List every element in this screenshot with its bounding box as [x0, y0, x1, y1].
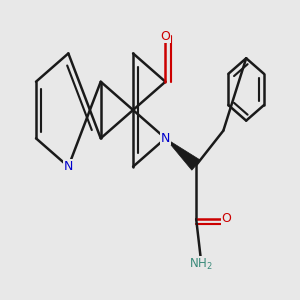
Polygon shape	[165, 138, 200, 170]
Text: NH$_2$: NH$_2$	[190, 256, 213, 272]
Text: O: O	[160, 29, 170, 43]
Text: N: N	[64, 160, 73, 173]
Text: N: N	[161, 132, 170, 145]
Text: O: O	[221, 212, 231, 226]
